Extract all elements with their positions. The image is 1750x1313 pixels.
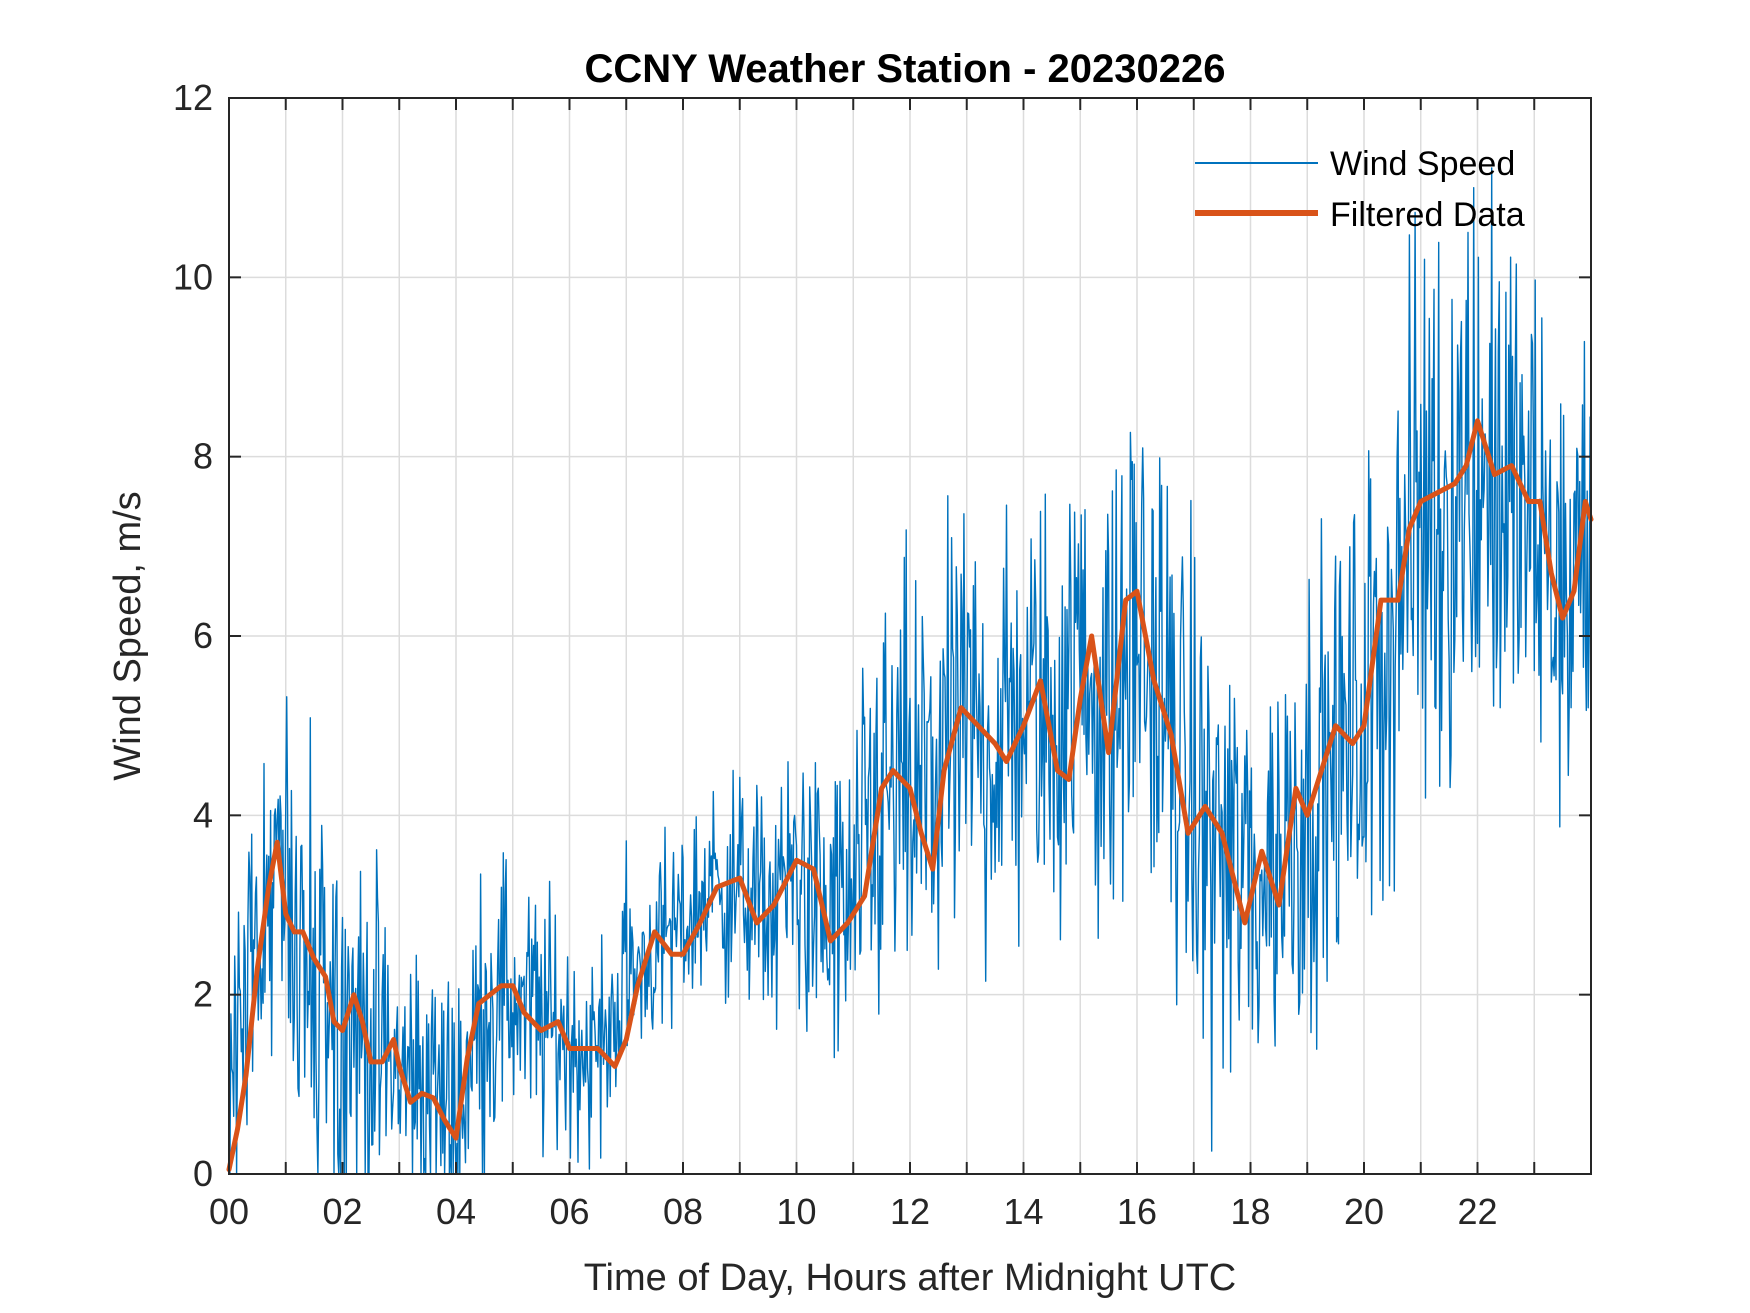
plot-area: [226, 97, 1594, 1175]
y-tick-labels: 0 2 4 6 8 10 12: [173, 77, 213, 1194]
x-tick-label: 04: [436, 1191, 476, 1232]
legend-label-filtered-data: Filtered Data: [1330, 196, 1525, 234]
x-tick-label: 08: [663, 1191, 703, 1232]
x-tick-label: 14: [1003, 1191, 1043, 1232]
x-tick-label: 02: [322, 1191, 362, 1232]
x-tick-label: 22: [1457, 1191, 1497, 1232]
y-tick-label: 0: [193, 1153, 213, 1194]
x-tick-label: 10: [776, 1191, 816, 1232]
y-tick-label: 8: [193, 436, 213, 477]
y-tick-label: 2: [193, 974, 213, 1015]
y-axis-label: Wind Speed, m/s: [107, 491, 149, 780]
chart-title: CCNY Weather Station - 20230226: [585, 47, 1226, 91]
x-axis-label: Time of Day, Hours after Midnight UTC: [584, 1257, 1237, 1299]
x-tick-labels: 00 02 04 06 08 10 12 14 16 18 20 22: [209, 1191, 1498, 1232]
y-tick-label: 10: [173, 256, 213, 297]
y-tick-label: 12: [173, 77, 213, 118]
x-tick-label: 06: [549, 1191, 589, 1232]
x-tick-label: 00: [209, 1191, 249, 1232]
y-tick-label: 4: [193, 794, 213, 835]
legend: Wind Speed Filtered Data: [1195, 145, 1525, 234]
x-tick-label: 12: [890, 1191, 930, 1232]
x-tick-label: 20: [1344, 1191, 1384, 1232]
ticks: [228, 97, 1592, 1175]
legend-label-wind-speed: Wind Speed: [1330, 145, 1515, 183]
x-tick-label: 18: [1230, 1191, 1270, 1232]
grid: [229, 98, 1591, 1174]
y-tick-label: 6: [193, 615, 213, 656]
x-tick-label: 16: [1117, 1191, 1157, 1232]
series-line-filtered-data: [226, 418, 1594, 1172]
